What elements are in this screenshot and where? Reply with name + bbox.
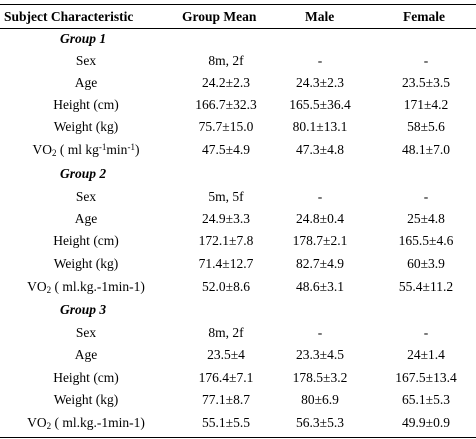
header-female: Female (403, 9, 445, 24)
male-value: 24.8±0.4 (296, 211, 344, 226)
row-label: Weight (kg) (53, 392, 119, 407)
table-row: Height (cm) 172.1±7.8 178.7±2.1 165.5±4.… (0, 233, 476, 255)
group-mean-value: 77.1±8.7 (202, 392, 250, 407)
group-mean-value: 5m, 5f (208, 189, 244, 204)
table-row: VO2 ( ml kg-1min-1) 47.5±4.9 47.3±4.8 48… (0, 142, 476, 164)
group-mean-value: 52.0±8.6 (202, 279, 250, 294)
table-row: Weight (kg) 77.1±8.7 80±6.9 65.1±5.3 (0, 392, 476, 414)
female-value: 165.5±4.6 (398, 233, 454, 248)
row-label: VO2 ( ml.kg.-1min-1) (27, 279, 145, 295)
female-value: 60±3.9 (407, 256, 445, 271)
group-mean-value: 172.1±7.8 (198, 233, 254, 248)
table-row: Weight (kg) 75.7±15.0 80.1±13.1 58±5.6 (0, 119, 476, 141)
female-value: 25±4.8 (407, 211, 445, 226)
group-mean-value: 75.7±15.0 (198, 119, 254, 134)
female-value: 58±5.6 (407, 119, 445, 134)
male-value: - (317, 325, 323, 340)
male-value: 24.3±2.3 (296, 75, 344, 90)
row-label: Sex (75, 189, 97, 204)
male-value: 80.1±13.1 (292, 119, 348, 134)
row-label: Sex (75, 53, 97, 68)
group-mean-value: 23.5±4 (207, 347, 245, 362)
table-bottom-rule (0, 437, 476, 438)
group-mean-value: 71.4±12.7 (198, 256, 254, 271)
female-value: 24±1.4 (407, 347, 445, 362)
group-mean-value: 24.2±2.3 (202, 75, 250, 90)
table-row: Sex 5m, 5f - - (0, 189, 476, 211)
table-row: Sex 8m, 2f - - (0, 53, 476, 75)
table-row: Height (cm) 176.4±7.1 178.5±3.2 167.5±13… (0, 370, 476, 392)
male-value: - (317, 189, 323, 204)
female-value: - (423, 53, 429, 68)
female-value: - (423, 325, 429, 340)
group-title: Group 2 (60, 166, 107, 181)
male-value: 48.6±3.1 (296, 279, 344, 294)
male-value: 178.7±2.1 (292, 233, 348, 248)
group-title: Group 3 (60, 302, 107, 317)
group-mean-value: 47.5±4.9 (202, 142, 250, 157)
female-value: 167.5±13.4 (395, 370, 457, 385)
group-mean-value: 8m, 2f (208, 53, 244, 68)
group-mean-value: 24.9±3.3 (202, 211, 250, 226)
male-value: - (317, 53, 323, 68)
table-row: Age 23.5±4 23.3±4.5 24±1.4 (0, 347, 476, 369)
group-mean-value: 8m, 2f (208, 325, 244, 340)
table-row: Weight (kg) 71.4±12.7 82.7±4.9 60±3.9 (0, 256, 476, 278)
female-value: - (423, 189, 429, 204)
row-label: Age (74, 347, 98, 362)
male-value: 165.5±36.4 (289, 97, 351, 112)
row-label: Weight (kg) (53, 256, 119, 271)
table-row: Age 24.9±3.3 24.8±0.4 25±4.8 (0, 211, 476, 233)
row-label: Age (74, 75, 98, 90)
male-value: 82.7±4.9 (296, 256, 344, 271)
header-subject-characteristic: Subject Characteristic (4, 9, 134, 24)
female-value: 23.5±3.5 (402, 75, 450, 90)
header-group-mean: Group Mean (182, 9, 257, 24)
row-label: Height (cm) (53, 233, 119, 248)
header-rule (0, 28, 476, 29)
table-row: VO2 ( ml.kg.-1min-1) 55.1±5.5 56.3±5.3 4… (0, 415, 476, 437)
row-label: Height (cm) (53, 97, 119, 112)
male-value: 23.3±4.5 (296, 347, 344, 362)
group-mean-value: 55.1±5.5 (202, 415, 250, 430)
table-row: Height (cm) 166.7±32.3 165.5±36.4 171±4.… (0, 97, 476, 119)
row-label: Weight (kg) (53, 119, 119, 134)
table-row: Sex 8m, 2f - - (0, 325, 476, 347)
header-male: Male (305, 9, 335, 24)
group-mean-value: 166.7±32.3 (195, 97, 257, 112)
group-title: Group 1 (60, 31, 107, 46)
female-value: 48.1±7.0 (402, 142, 450, 157)
row-label: VO2 ( ml kg-1min-1) (32, 142, 140, 158)
row-label: Age (74, 211, 98, 226)
female-value: 65.1±5.3 (402, 392, 450, 407)
row-label: Height (cm) (53, 370, 119, 385)
table-row: Age 24.2±2.3 24.3±2.3 23.5±3.5 (0, 75, 476, 97)
table-top-rule (0, 4, 476, 5)
female-value: 171±4.2 (403, 97, 449, 112)
male-value: 47.3±4.8 (296, 142, 344, 157)
row-label: Sex (75, 325, 97, 340)
male-value: 178.5±3.2 (292, 370, 348, 385)
male-value: 56.3±5.3 (296, 415, 344, 430)
female-value: 49.9±0.9 (402, 415, 450, 430)
male-value: 80±6.9 (301, 392, 339, 407)
row-label: VO2 ( ml.kg.-1min-1) (27, 415, 145, 431)
group-mean-value: 176.4±7.1 (198, 370, 254, 385)
table-row: VO2 ( ml.kg.-1min-1) 52.0±8.6 48.6±3.1 5… (0, 279, 476, 301)
female-value: 55.4±11.2 (398, 279, 454, 294)
